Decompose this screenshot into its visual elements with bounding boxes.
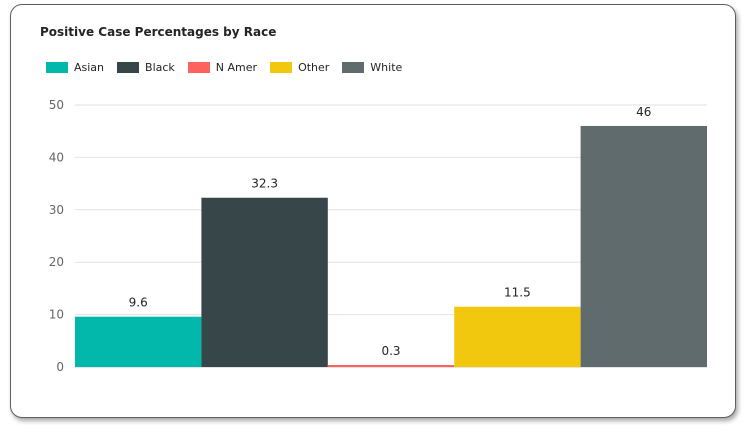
legend-item-asian[interactable]: Asian [46,61,104,74]
data-label-other: 11.5 [504,286,531,300]
legend-swatch-white [342,62,365,73]
legend-item-n-amer[interactable]: N Amer [187,61,258,74]
data-label-asian: 9.6 [129,296,148,310]
bar-white[interactable] [580,125,707,368]
data-label-white: 46 [636,105,651,119]
legend-label-white: White [370,61,403,74]
chart-title: Positive Case Percentages by Race [40,25,277,39]
legend-swatch-black [117,62,140,73]
y-tick-label: 20 [49,255,64,269]
bar-other[interactable] [454,306,581,367]
legend-item-black[interactable]: Black [117,61,175,74]
legend-label-asian: Asian [74,61,105,74]
legend-item-white[interactable]: White [342,61,402,74]
y-tick-label: 30 [49,203,64,217]
legend-label-other: Other [298,61,330,74]
legend-label-n-amer: N Amer [215,61,258,74]
data-label-n-amer: 0.3 [381,344,400,358]
bar-black[interactable] [201,197,328,367]
chart-legend: Asian Black N Amer Other White [46,61,415,74]
legend-swatch-other [270,62,293,73]
legend-item-other[interactable]: Other [270,61,329,74]
y-tick-label: 50 [49,98,64,112]
legend-swatch-asian [46,62,68,73]
legend-swatch-n-amer [187,62,210,73]
bar-n-amer[interactable] [327,365,455,367]
bar-asian[interactable] [75,316,202,367]
legend-label-black: Black [145,61,175,74]
y-tick-label: 40 [49,150,64,164]
y-tick-label: 0 [56,360,64,374]
data-label-black: 32.3 [251,177,278,191]
y-tick-label: 10 [49,308,64,322]
